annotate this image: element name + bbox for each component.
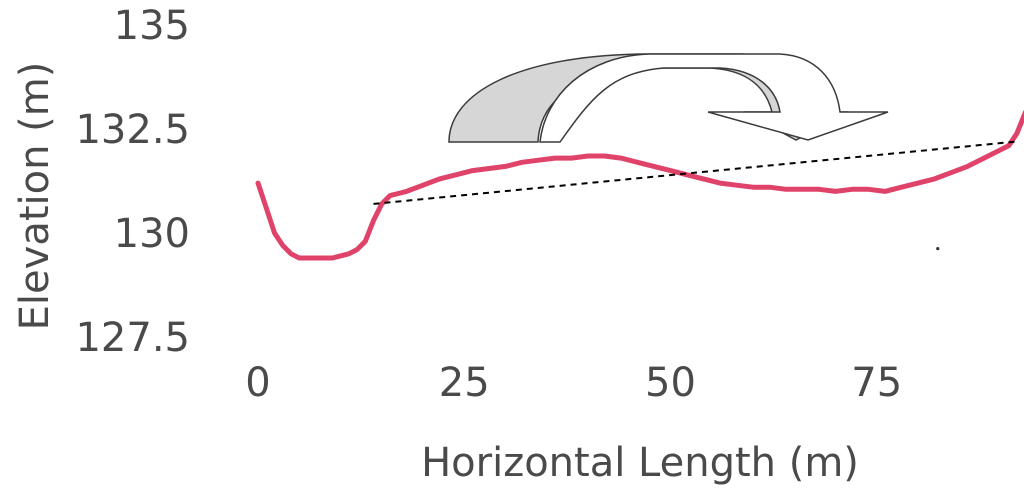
x-tick-label: 25 bbox=[439, 360, 490, 406]
y-axis-title: Elevation (m) bbox=[12, 62, 58, 331]
trend-dashed-line bbox=[373, 140, 1018, 205]
plot-area: 127.5 130 132.5 135 0 25 50 75 bbox=[75, 3, 1024, 406]
y-tick-label: 132.5 bbox=[75, 107, 190, 153]
y-tick-label: 135 bbox=[114, 3, 190, 49]
x-tick-label: 50 bbox=[645, 360, 696, 406]
y-tick-label: 127.5 bbox=[75, 315, 190, 361]
x-tick-label: 0 bbox=[245, 360, 270, 406]
y-tick-label: 130 bbox=[114, 211, 190, 257]
white-curved-arrow bbox=[539, 53, 889, 143]
stray-dot-mark bbox=[936, 247, 940, 251]
elevation-profile-line bbox=[255, 110, 1024, 261]
x-axis-title: Horizontal Length (m) bbox=[421, 440, 859, 486]
curved-arrows-annotation bbox=[448, 53, 889, 143]
x-tick-label: 75 bbox=[851, 360, 902, 406]
